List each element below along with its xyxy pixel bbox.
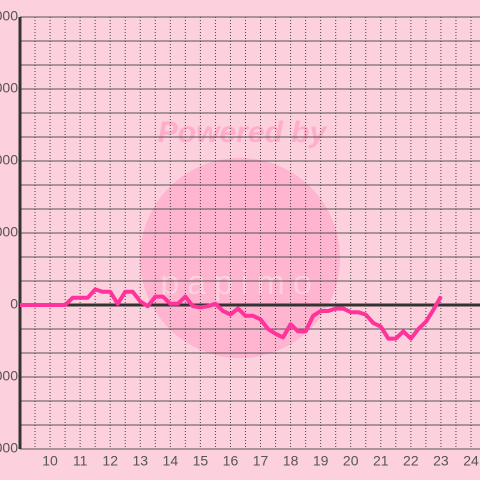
x-tick-label: 19 bbox=[313, 453, 329, 469]
line bbox=[20, 287, 443, 341]
watermark-circle bbox=[140, 158, 340, 358]
y-tick-label: 0 bbox=[10, 296, 18, 312]
x-tick-label: 11 bbox=[73, 453, 88, 469]
y-tick-label: 9,000 bbox=[0, 80, 18, 96]
x-tick-label: 12 bbox=[102, 453, 118, 469]
x-tick-label: 13 bbox=[132, 453, 148, 469]
watermark-text: Powered by bbox=[158, 116, 328, 149]
x-tick-label: 21 bbox=[373, 453, 389, 469]
x-tick-label: 17 bbox=[253, 453, 269, 469]
x-tick-label: 18 bbox=[283, 453, 299, 469]
x-tick-label: 23 bbox=[433, 453, 449, 469]
y-tick-label: 12,000 bbox=[0, 8, 18, 24]
x-tick-label: 15 bbox=[193, 453, 209, 469]
x-tick-label: 16 bbox=[223, 453, 239, 469]
x-tick-label: 22 bbox=[403, 453, 419, 469]
y-tick-label: -6,000 bbox=[0, 440, 18, 456]
x-tick-label: 10 bbox=[42, 453, 58, 469]
y-tick-label: -3,000 bbox=[0, 368, 18, 384]
x-tick-label: 20 bbox=[343, 453, 359, 469]
y-tick-label: 3,000 bbox=[0, 224, 18, 240]
x-tick-label: 24 bbox=[463, 453, 479, 469]
x-tick-label: 14 bbox=[163, 453, 179, 469]
y-tick-label: 6,000 bbox=[0, 152, 18, 168]
